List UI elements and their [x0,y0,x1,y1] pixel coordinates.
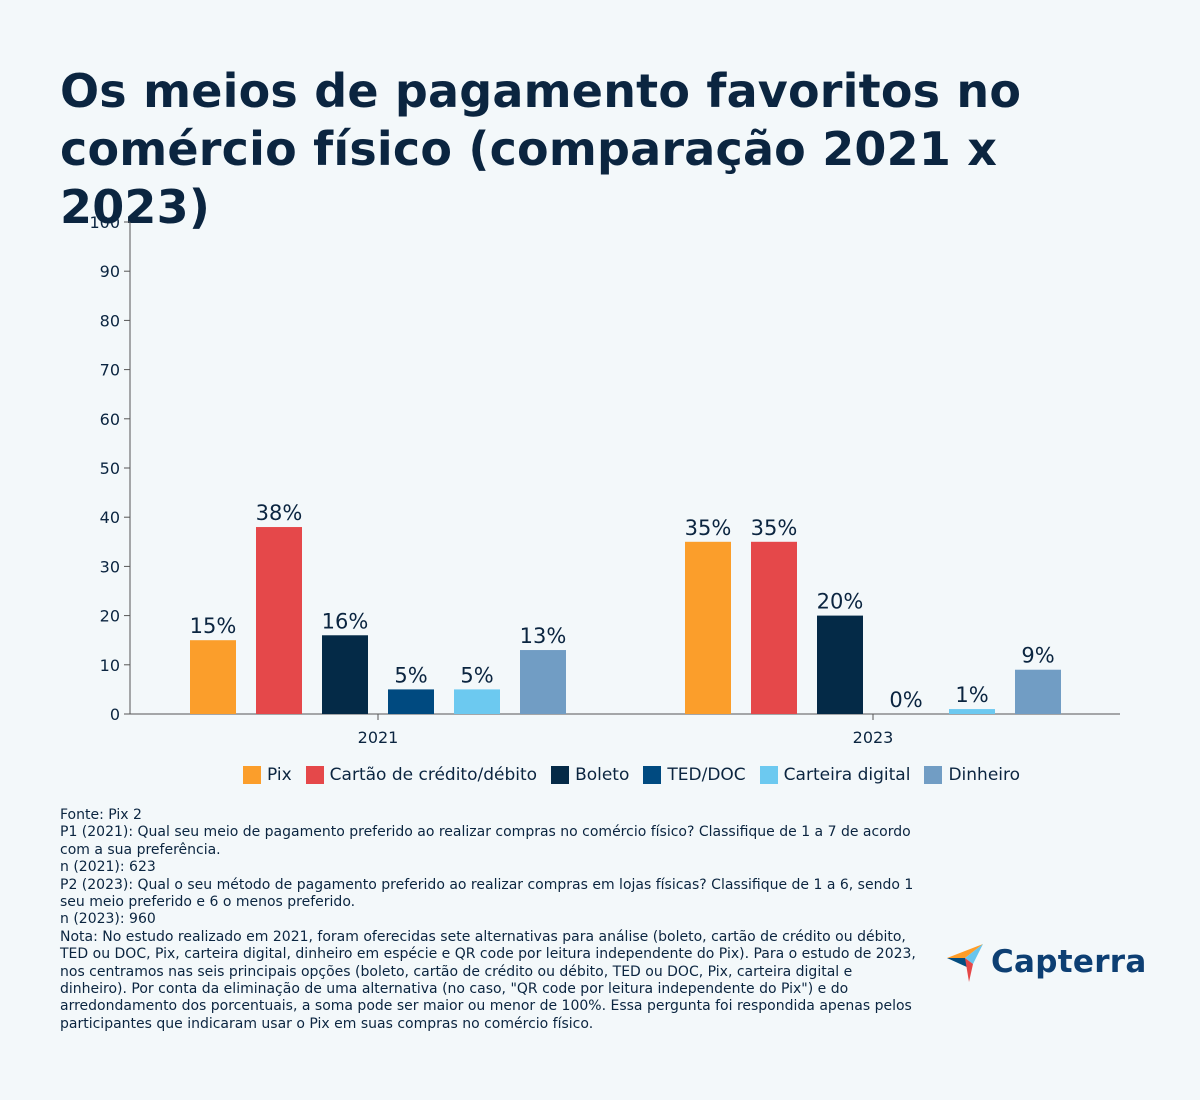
x-tick-label-2023: 2023 [853,728,894,747]
y-tick-label-60: 60 [100,410,120,429]
legend-item-1: Cartão de crédito/débito [305,765,538,785]
bar-2021-4 [454,689,500,714]
legend-swatch-5 [924,766,943,784]
bar-2023-2 [817,615,863,714]
chart-title: Os meios de pagamento favoritos no comér… [60,62,1160,236]
chart-legend: Pix Cartão de crédito/débito Boleto TED/DOC… [243,763,1034,787]
title-line-1: Os meios de pagamento favoritos no [60,64,1022,118]
y-tick-label-20: 20 [100,607,120,626]
legend-swatch-2 [551,766,570,784]
y-tick-label-70: 70 [100,361,120,380]
y-tick-label-40: 40 [100,508,120,527]
source-notes: Fonte: Pix 2 P1 (2021): Qual seu meio de… [60,807,920,1033]
legend-label-3: TED/DOC [667,765,746,785]
legend-item-0: Pix [243,765,292,785]
data-label-2021-5: 13% [520,624,567,648]
bar-2023-5 [1015,669,1061,714]
legend-label-1: Cartão de crédito/débito [329,765,538,785]
y-tick-label-50: 50 [100,459,120,478]
note-sample-2021: n (2021): 623 [60,859,156,876]
bar-chart: 0 10 20 30 40 50 60 70 80 90 100 15% 38% 16% 5% 5% 13% 20… [89,213,1120,747]
capterra-arrow-icon [947,944,983,982]
data-label-2023-0: 35% [685,516,732,540]
bar-2021-5 [520,650,566,714]
y-tick-label-90: 90 [100,262,120,281]
data-label-2023-1: 35% [751,516,798,540]
data-label-2023-4: 1% [955,683,988,707]
note-source: Fonte: Pix 2 [60,807,142,823]
bar-2023-1 [751,541,797,714]
legend-item-5: Dinheiro [924,765,1020,785]
data-label-2023-3: 0% [889,688,922,712]
capterra-logo-text: Capterra [991,944,1147,980]
data-label-2021-4: 5% [460,663,493,687]
note-sample-2023: n (2023): 960 [60,911,156,928]
legend-swatch-3 [643,766,662,784]
note-question-2021: P1 (2021): Qual seu meio de pagamento pr… [60,824,911,858]
legend-label-2: Boleto [575,765,630,785]
legend-label-5: Dinheiro [948,765,1021,785]
legend-item-4: Carteira digital [759,765,911,785]
data-label-2021-3: 5% [394,663,427,687]
data-label-2023-5: 9% [1021,644,1054,668]
note-methodology: Nota: No estudo realizado em 2021, foram… [60,928,916,1032]
data-label-2021-1: 38% [256,501,303,525]
capterra-logo: Capterra [945,940,1147,984]
bar-2021-1 [256,527,302,714]
data-label-2021-0: 15% [190,614,237,638]
legend-label-4: Carteira digital [783,765,911,785]
y-tick-label-10: 10 [100,656,120,675]
y-tick-label-0: 0 [110,705,120,724]
y-tick-label-30: 30 [100,557,120,576]
bar-2023-4 [949,709,995,714]
x-tick-label-2021: 2021 [358,728,399,747]
bar-2021-3 [388,689,434,714]
data-label-2021-2: 16% [322,609,369,633]
note-question-2023: P2 (2023): Qual o seu método de pagament… [60,876,914,911]
legend-swatch-1 [305,766,324,784]
data-label-2023-2: 20% [817,590,864,614]
legend-item-2: Boleto [551,765,629,785]
bar-2021-2 [322,635,368,714]
bar-2023-0 [685,541,731,714]
legend-label-0: Pix [267,765,292,785]
y-tick-label-80: 80 [100,311,120,330]
legend-swatch-0 [243,766,261,784]
title-line-2: comércio físico (comparação 2021 x 2023) [60,122,998,234]
bar-2021-0 [190,640,236,714]
legend-swatch-4 [759,766,778,784]
legend-item-3: TED/DOC [643,765,746,785]
y-tick-label-100: 100 [89,213,120,232]
